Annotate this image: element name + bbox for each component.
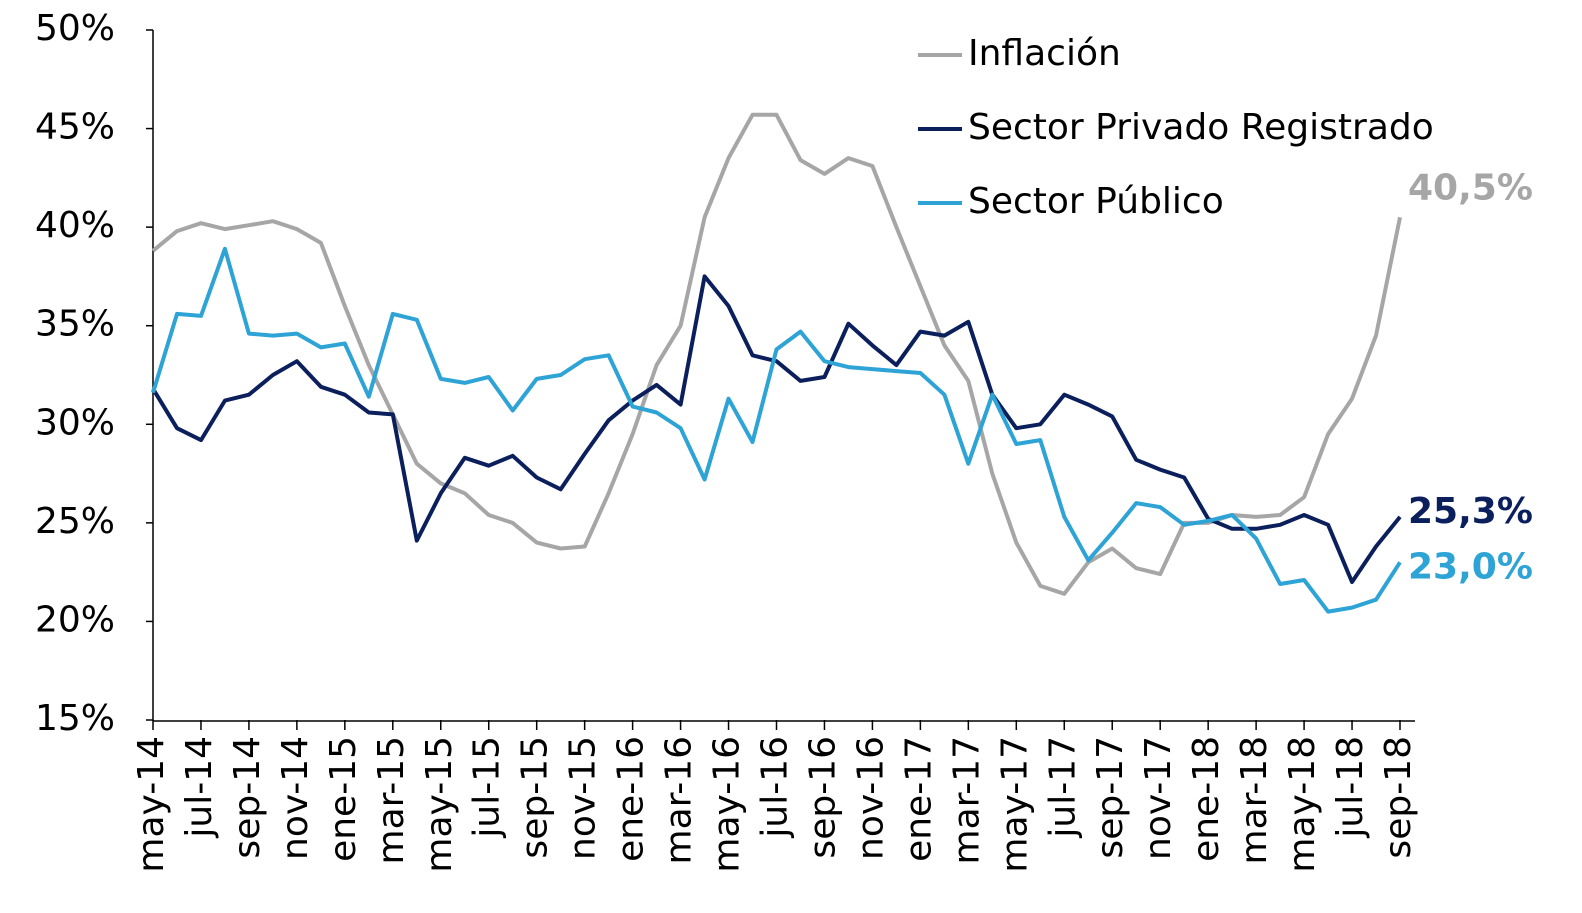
value-label: 23,0% (1408, 546, 1533, 587)
x-tick-label: jul-16 (755, 736, 796, 839)
y-tick-label: 15% (35, 698, 115, 739)
x-tick-label: sep-18 (1378, 736, 1419, 859)
legend-label: Sector Privado Registrado (968, 107, 1434, 148)
x-tick-label: ene-15 (323, 736, 364, 862)
x-tick-label: mar-15 (371, 736, 412, 864)
y-tick-label: 30% (35, 402, 115, 443)
x-tick-label: jul-17 (1042, 736, 1083, 839)
y-tick-label: 20% (35, 599, 115, 640)
x-tick-label: may-18 (1282, 736, 1323, 873)
x-tick-label: nov-14 (275, 736, 316, 860)
legend-label: Sector Público (968, 181, 1224, 222)
x-tick-label: may-14 (131, 736, 172, 873)
x-tick-label: may-16 (707, 736, 748, 873)
y-tick-label: 45% (35, 107, 115, 148)
x-tick-label: sep-14 (227, 736, 268, 859)
x-tick-label: ene-16 (611, 736, 652, 862)
x-tick-label: jul-18 (1330, 736, 1371, 839)
value-label: 40,5% (1408, 167, 1533, 208)
x-tick-label: nov-17 (1138, 736, 1179, 860)
x-tick-label: sep-16 (802, 736, 843, 859)
series-line (151, 274, 1402, 584)
x-tick-label: jul-15 (467, 736, 508, 839)
x-tick-label: nov-15 (563, 736, 604, 860)
x-tick-label: sep-15 (515, 736, 556, 859)
x-tick-label: sep-17 (1090, 736, 1131, 859)
y-tick-label: 40% (35, 205, 115, 246)
y-tick-label: 25% (35, 501, 115, 542)
x-tick-label: mar-18 (1234, 736, 1275, 864)
x-tick-label: mar-17 (946, 736, 987, 864)
x-tick-label: ene-18 (1186, 736, 1227, 862)
x-tick-label: nov-16 (850, 736, 891, 860)
x-tick-label: mar-16 (659, 736, 700, 864)
legend-label: Inflación (968, 33, 1121, 74)
x-tick-label: may-15 (419, 736, 460, 873)
value-label: 25,3% (1408, 491, 1533, 532)
series-line (151, 246, 1402, 614)
y-tick-label: 35% (35, 304, 115, 345)
x-tick-label: jul-14 (179, 736, 220, 839)
x-tick-label: ene-17 (898, 736, 939, 862)
x-tick-label: may-17 (994, 736, 1035, 873)
y-tick-label: 50% (35, 8, 115, 49)
